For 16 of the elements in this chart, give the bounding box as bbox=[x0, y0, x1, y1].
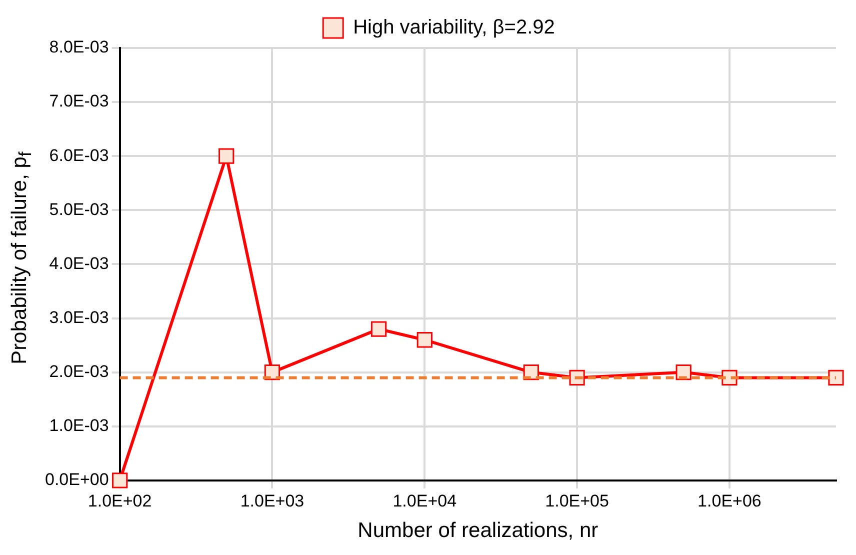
y-tick-label: 5.0E-03 bbox=[49, 200, 109, 219]
y-tick-label: 6.0E-03 bbox=[49, 146, 109, 165]
y-tick-label: 0.0E+00 bbox=[44, 470, 109, 490]
x-tick-label: 1.0E+03 bbox=[240, 491, 304, 510]
y-tick-label: 7.0E-03 bbox=[49, 92, 109, 111]
legend-label: High variability, β=2.92 bbox=[353, 16, 555, 39]
y-tick-label: 3.0E-03 bbox=[49, 308, 109, 327]
x-axis-title: Number of realizations, nr bbox=[358, 519, 598, 542]
y-tick-label: 2.0E-03 bbox=[49, 362, 109, 381]
y-tick-label: 8.0E-03 bbox=[49, 38, 109, 57]
x-tick-label: 1.0E+04 bbox=[392, 491, 457, 510]
y-tick-label: 4.0E-03 bbox=[49, 254, 109, 273]
x-tick-label: 1.0E+02 bbox=[88, 491, 152, 510]
x-tick-label: 1.0E+05 bbox=[545, 491, 609, 510]
x-tick-label: 1.0E+06 bbox=[698, 491, 762, 510]
y-tick-label: 1.0E-03 bbox=[49, 416, 109, 436]
